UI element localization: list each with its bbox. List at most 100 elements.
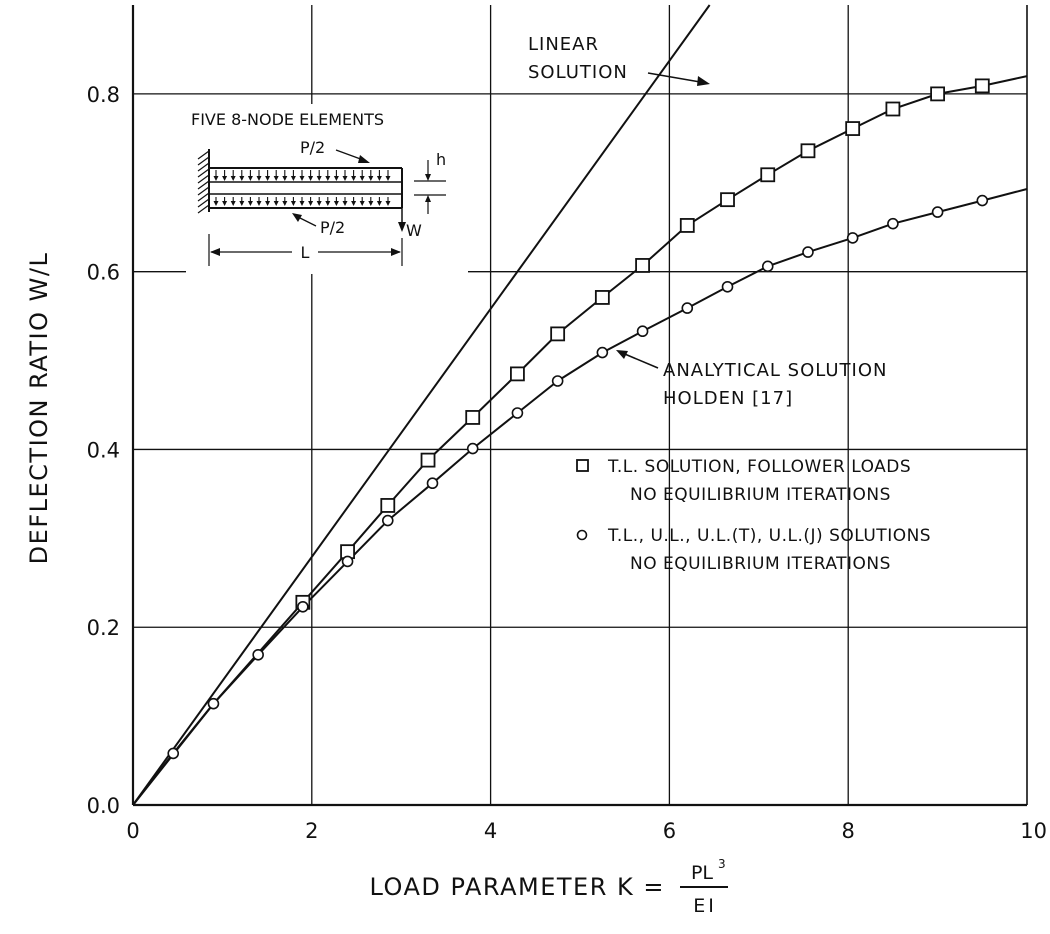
circle-marker (596, 346, 609, 359)
load-arrow-head (265, 176, 271, 181)
legend-circle-label-1: T.L., U.L., U.L.(T), U.L.(J) SOLUTIONS (607, 526, 931, 546)
load-arrow-head (325, 176, 331, 181)
circle-marker (252, 648, 264, 661)
linear-solution-line (132, 4, 711, 806)
inset-thickness-label: h (436, 150, 446, 169)
load-arrow-head (290, 201, 296, 206)
load-arrow-head (342, 201, 348, 206)
circle-marker (426, 477, 439, 490)
load-arrow-head (290, 176, 296, 181)
circle-marker (721, 280, 734, 293)
hatch-line (197, 186, 210, 196)
inset-length-arrow-right (391, 248, 401, 256)
linear-leader-line (647, 72, 707, 84)
inset-load-top-arrow (358, 155, 370, 163)
hatch-line (197, 204, 210, 214)
circle-marker (636, 325, 649, 338)
load-arrow-head (308, 176, 314, 181)
load-arrow-head (222, 176, 228, 181)
inset-length-arrow-left (210, 248, 220, 256)
inset-load-bottom: P/2 (320, 218, 345, 237)
square-marker (679, 218, 695, 233)
square-marker (760, 167, 776, 183)
load-arrow-head (213, 176, 219, 181)
inset-distributed-load-arrows (213, 170, 391, 206)
inset-thickness-arrowhead-top (425, 174, 431, 181)
load-arrow-head (282, 176, 288, 181)
square-marker (550, 326, 566, 342)
inset-length-label: L (301, 243, 310, 262)
x-tick-label: 0 (126, 819, 139, 843)
load-arrow-head (351, 176, 357, 181)
load-arrow-head (316, 201, 322, 206)
circle-marker (887, 217, 899, 230)
load-arrow-head (359, 176, 365, 181)
analytical-label-line-2: HOLDEN [17] (663, 388, 793, 409)
square-marker (930, 86, 945, 102)
x-tick-label: 2 (305, 819, 318, 843)
circle-marker (846, 232, 859, 244)
circle-marker (681, 302, 694, 314)
load-arrow-head (230, 176, 236, 181)
load-arrow-head (342, 176, 348, 181)
analytical-label-line-1: ANALYTICAL SOLUTION (663, 360, 888, 381)
load-arrow-head (273, 201, 279, 206)
analytical-leader-arrow (616, 350, 628, 359)
y-tick-label: 0.2 (87, 616, 120, 640)
hatch-line (197, 156, 210, 166)
square-marker (974, 78, 990, 94)
load-arrow-head (256, 201, 262, 206)
inset-load-bottom-arrow (292, 213, 302, 222)
square-marker (380, 498, 396, 513)
x-axis-title: LOAD PARAMETER K = (370, 873, 665, 901)
load-arrow-head (265, 201, 271, 206)
inset-title: FIVE 8-NODE ELEMENTS (191, 110, 384, 129)
square-marker (845, 121, 861, 136)
analytical-solution-curve (132, 188, 1028, 806)
circle-marker (551, 375, 564, 387)
inset-load-top: P/2 (300, 138, 325, 157)
hatch-line (197, 150, 210, 160)
inset-thickness-arrowhead-bottom (425, 195, 431, 202)
y-axis-title: DEFLECTION RATIO W/L (25, 252, 53, 565)
inset-wall-hatching (197, 150, 210, 214)
load-arrow-head (256, 176, 262, 181)
legend-circle-marker (576, 529, 588, 541)
load-arrow-head (213, 201, 219, 206)
hatch-line (197, 180, 210, 190)
y-tick-label: 0.6 (87, 261, 120, 285)
load-arrow-head (359, 201, 365, 206)
circle-marker (761, 260, 774, 273)
load-arrow-head (368, 201, 374, 206)
series-layer (132, 4, 1028, 806)
legend-square-label-1: T.L. SOLUTION, FOLLOWER LOADS (607, 457, 911, 477)
analytical-solution-annotation: ANALYTICAL SOLUTION HOLDEN [17] (616, 350, 888, 409)
formula-exponent: 3 (718, 857, 726, 871)
x-tick-label: 8 (842, 819, 855, 843)
load-arrow-head (282, 201, 288, 206)
axes (131, 5, 1028, 807)
x-axis-formula: PL 3 EI (680, 857, 728, 917)
load-arrow-head (239, 201, 245, 206)
circle-marker (511, 407, 524, 419)
load-arrow-head (368, 176, 374, 181)
load-arrow-head (385, 201, 391, 206)
load-arrow-head (333, 201, 339, 206)
legend: T.L. SOLUTION, FOLLOWER LOADS NO EQUILIB… (576, 457, 931, 574)
load-arrow-head (333, 176, 339, 181)
load-arrow-head (222, 201, 228, 206)
inset-background (186, 104, 468, 274)
hatch-line (197, 168, 210, 178)
circle-marker (976, 194, 989, 207)
x-tick-label: 4 (484, 819, 497, 843)
x-tick-labels: 0 2 4 6 8 10 (126, 819, 1047, 843)
linear-label-line-2: SOLUTION (528, 62, 628, 83)
hatch-line (197, 162, 210, 172)
circle-marker (466, 442, 479, 455)
beam-inset-diagram: FIVE 8-NODE ELEMENTS P/2 W h P/2 L (186, 104, 468, 274)
linear-leader-arrow (697, 76, 710, 86)
hatch-line (197, 192, 210, 202)
load-arrow-head (239, 176, 245, 181)
legend-circle-label-2: NO EQUILIBRIUM ITERATIONS (630, 554, 891, 574)
